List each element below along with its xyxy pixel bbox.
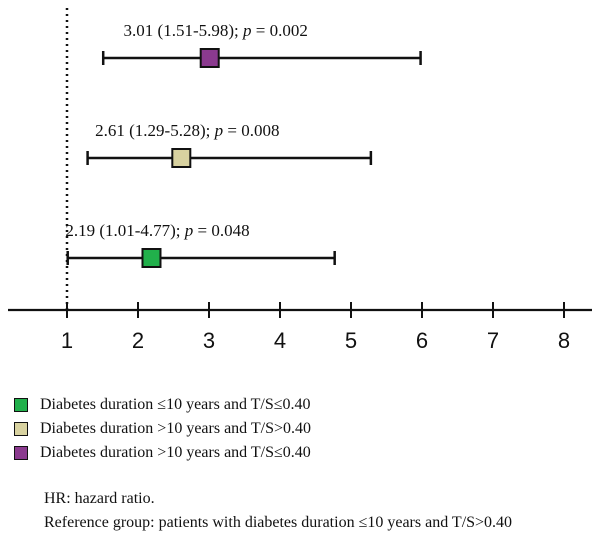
forest-row: 2.19 (1.01-4.77); p = 0.048 <box>65 221 336 268</box>
p-symbol: p <box>214 121 224 140</box>
forest-row: 3.01 (1.51-5.98); p = 0.002 <box>101 21 422 68</box>
legend-label: Diabetes duration >10 years and T/S>0.40 <box>40 420 312 437</box>
hr-note: HR: hazard ratio. <box>44 490 155 507</box>
hr-point <box>199 48 220 68</box>
x-tick-label: 4 <box>274 328 286 353</box>
p-symbol: p <box>184 221 194 240</box>
reference-note: Reference group: patients with diabetes … <box>44 514 513 531</box>
hr-point <box>141 248 162 268</box>
x-tick-label: 8 <box>558 328 570 353</box>
legend: Diabetes duration ≤10 years and T/S≤0.40… <box>14 394 311 466</box>
legend-swatch-green <box>14 398 28 412</box>
legend-label: Diabetes duration ≤10 years and T/S≤0.40 <box>40 396 311 413</box>
x-tick-label: 6 <box>416 328 428 353</box>
legend-item: Diabetes duration >10 years and T/S≤0.40 <box>14 442 311 464</box>
hr-ci-text: 2.61 (1.29-5.28); <box>95 121 214 140</box>
x-tick-label: 1 <box>61 328 73 353</box>
forest-plot: 1 2 3 4 5 6 7 8 3.01 (1.51-5.98); p = 0.002 2.61… <box>8 8 592 353</box>
hr-point <box>171 148 192 168</box>
p-value-text: = 0.008 <box>223 121 279 140</box>
p-symbol: p <box>242 21 252 40</box>
p-value-text: = 0.002 <box>252 21 308 40</box>
legend-item: Diabetes duration ≤10 years and T/S≤0.40 <box>14 394 311 416</box>
forest-row: 2.61 (1.29-5.28); p = 0.008 <box>86 121 373 168</box>
x-tick-label: 5 <box>345 328 357 353</box>
p-value-text: = 0.048 <box>193 221 249 240</box>
legend-swatch-purple <box>14 446 28 460</box>
legend-label: Diabetes duration >10 years and T/S≤0.40 <box>40 444 311 461</box>
hr-ci-text: 2.19 (1.01-4.77); <box>65 221 184 240</box>
x-tick-label: 7 <box>487 328 499 353</box>
hr-estimate-label: 3.01 (1.51-5.98); p = 0.002 <box>124 21 308 40</box>
forest-rows: 3.01 (1.51-5.98); p = 0.002 2.61 (1.29-5.… <box>65 21 422 268</box>
x-axis-ticks: 1 2 3 4 5 6 7 8 <box>61 302 570 353</box>
footnotes: HR: hazard ratio. Reference group: patie… <box>44 487 512 535</box>
legend-item: Diabetes duration >10 years and T/S>0.40 <box>14 418 311 440</box>
x-tick-label: 2 <box>132 328 144 353</box>
hr-ci-text: 3.01 (1.51-5.98); <box>124 21 243 40</box>
hr-estimate-label: 2.19 (1.01-4.77); p = 0.048 <box>65 221 249 240</box>
x-tick-label: 3 <box>203 328 215 353</box>
legend-swatch-beige <box>14 422 28 436</box>
hr-estimate-label: 2.61 (1.29-5.28); p = 0.008 <box>95 121 279 140</box>
